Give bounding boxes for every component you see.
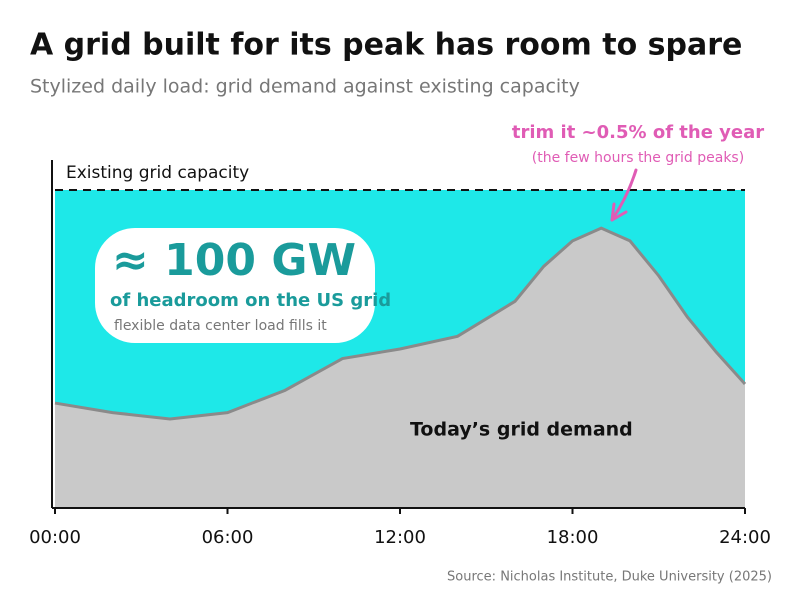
annotation: trim it ~0.5% of the year <box>512 122 764 143</box>
x-tick-label: 06:00 <box>202 527 254 548</box>
headroom-value: ≈ 100 GW <box>112 235 356 286</box>
x-tick-label: 24:00 <box>719 527 771 548</box>
plot-area <box>51 160 747 514</box>
series-label: Today’s grid demand <box>410 419 633 441</box>
annotation-subtext: (the few hours the grid peaks) <box>532 150 744 166</box>
source: Source: Nicholas Institute, Duke Univers… <box>447 570 772 585</box>
chart-subtitle: Stylized daily load: grid demand against… <box>30 76 580 98</box>
chart-title: A grid built for its peak has room to sp… <box>30 28 742 63</box>
capacity-label: Existing grid capacity <box>66 163 249 183</box>
x-tick-label: 00:00 <box>29 527 81 548</box>
headroom-note: flexible data center load fills it <box>114 318 327 334</box>
x-tick-label: 12:00 <box>374 527 426 548</box>
headroom-line: of headroom on the US grid <box>110 290 391 311</box>
demand-area <box>55 228 745 508</box>
headroom-box <box>95 228 375 343</box>
x-tick-label: 18:00 <box>547 527 599 548</box>
demand-line <box>54 226 747 421</box>
annotation-arrow <box>610 168 638 222</box>
